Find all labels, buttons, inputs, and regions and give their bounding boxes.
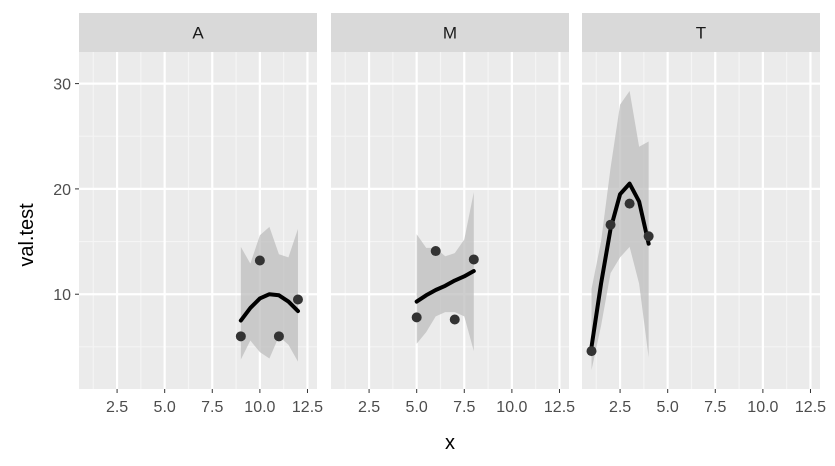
x-tick-label: 12.5 — [795, 399, 826, 416]
x-tick-label: 7.5 — [201, 399, 223, 416]
x-tick-label: 5.0 — [406, 399, 428, 416]
facet-strip-label: T — [696, 24, 706, 43]
data-point — [586, 346, 597, 357]
x-tick-label: 12.5 — [544, 399, 575, 416]
x-tick-label: 10.0 — [496, 399, 527, 416]
data-point — [624, 198, 635, 209]
smooth-line — [589, 181, 651, 349]
y-tick-label: 20 — [53, 182, 71, 199]
data-point — [273, 331, 284, 342]
data-point — [468, 254, 479, 265]
confidence-band — [416, 192, 474, 352]
data-point — [254, 255, 265, 266]
data-point — [605, 219, 616, 230]
x-tick-label: 7.5 — [453, 399, 475, 416]
x-tick-label: 5.0 — [154, 399, 176, 416]
x-tick-label: 7.5 — [704, 399, 726, 416]
smooth-line — [414, 269, 476, 304]
data-point — [411, 312, 422, 323]
x-tick-label: 10.0 — [747, 399, 778, 416]
y-axis-title: val.test — [16, 203, 38, 267]
data-point — [292, 294, 303, 305]
facet-panel-m — [331, 52, 569, 389]
facet-strip-label: M — [443, 24, 457, 43]
data-point — [643, 231, 654, 242]
data-point — [449, 314, 460, 325]
facet-strip-m — [331, 13, 569, 52]
x-tick-label: 10.0 — [244, 399, 275, 416]
y-tick-label: 10 — [53, 287, 71, 304]
x-tick-label: 12.5 — [292, 399, 323, 416]
x-axis-title: x — [445, 432, 455, 454]
y-tick-label: 30 — [53, 77, 71, 94]
confidence-band — [591, 90, 649, 371]
facet-strip-a — [79, 13, 317, 52]
x-tick-label: 5.0 — [657, 399, 679, 416]
facet-strip-t — [582, 13, 820, 52]
x-tick-label: 2.5 — [358, 399, 380, 416]
smooth-line — [238, 292, 300, 323]
data-point — [430, 246, 441, 257]
x-tick-label: 2.5 — [106, 399, 128, 416]
data-point — [235, 331, 246, 342]
facet-strip-label: A — [192, 24, 204, 43]
x-tick-label: 2.5 — [609, 399, 631, 416]
